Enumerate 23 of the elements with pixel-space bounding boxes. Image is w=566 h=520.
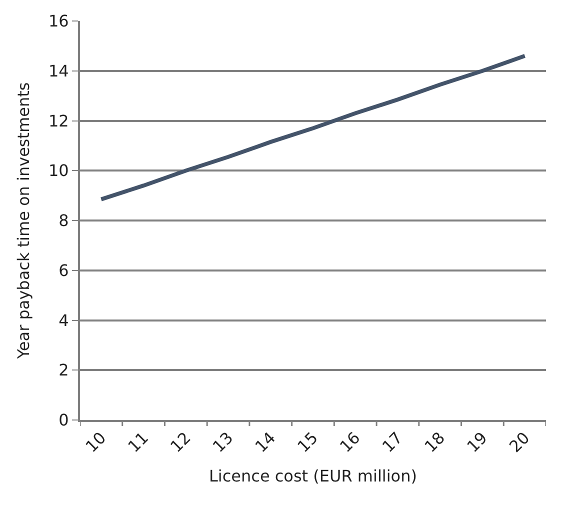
y-axis-title: Year payback time on investments (14, 82, 33, 360)
y-tick-label: 14 (48, 61, 69, 80)
x-tick-label: 10 (82, 428, 110, 456)
x-tick-label: 12 (166, 428, 194, 456)
y-tick-label: 12 (48, 111, 69, 130)
x-tick-label: 20 (505, 428, 534, 456)
y-tick-label: 0 (58, 410, 69, 430)
x-tick-label: 15 (294, 428, 322, 456)
x-tick-label: 18 (420, 428, 449, 456)
x-tick-label: 14 (251, 428, 280, 456)
x-tick-label: 19 (463, 428, 491, 456)
y-tick-label: 8 (58, 211, 69, 230)
y-tick-label: 16 (48, 12, 69, 31)
x-axis-title: Licence cost (EUR million) (209, 466, 417, 486)
x-tick-label: 11 (124, 428, 152, 456)
y-tick-label: 10 (48, 161, 69, 180)
y-tick-label: 4 (58, 310, 69, 330)
line-series (99, 54, 527, 202)
x-tick-label: 13 (208, 428, 237, 456)
x-tick-label: 16 (336, 428, 364, 456)
x-tick-label: 17 (378, 428, 406, 456)
y-tick-label: 6 (58, 260, 69, 280)
y-tick-label: 2 (58, 360, 69, 380)
